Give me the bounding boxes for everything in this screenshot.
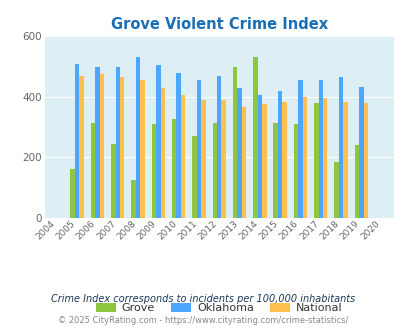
Bar — [232, 67, 237, 218]
Bar — [120, 77, 124, 218]
Bar — [95, 67, 100, 218]
Bar — [277, 91, 282, 218]
Bar — [151, 124, 156, 218]
Bar — [302, 97, 307, 218]
Bar — [131, 180, 135, 218]
Bar — [172, 119, 176, 218]
Bar — [91, 122, 95, 218]
Bar — [358, 87, 363, 218]
Bar — [140, 80, 144, 218]
Bar — [241, 107, 245, 218]
Bar — [70, 169, 75, 218]
Text: © 2025 CityRating.com - https://www.cityrating.com/crime-statistics/: © 2025 CityRating.com - https://www.city… — [58, 316, 347, 325]
Legend: Grove, Oklahoma, National: Grove, Oklahoma, National — [91, 298, 346, 317]
Bar — [322, 98, 326, 218]
Bar — [192, 136, 196, 218]
Bar — [221, 100, 225, 218]
Bar — [181, 95, 185, 218]
Bar — [338, 77, 343, 218]
Bar — [257, 95, 262, 218]
Bar — [115, 67, 120, 218]
Bar — [75, 63, 79, 218]
Bar — [273, 122, 277, 218]
Bar — [293, 124, 297, 218]
Bar — [111, 144, 115, 218]
Bar — [216, 76, 221, 218]
Bar — [354, 145, 358, 218]
Bar — [196, 80, 201, 218]
Bar — [262, 104, 266, 218]
Bar — [176, 73, 181, 218]
Bar — [342, 102, 347, 218]
Bar — [333, 162, 338, 218]
Bar — [79, 76, 83, 218]
Bar — [282, 102, 286, 218]
Bar — [313, 103, 318, 218]
Bar — [156, 65, 160, 218]
Bar — [298, 80, 302, 218]
Bar — [100, 74, 104, 218]
Bar — [363, 103, 367, 218]
Title: Grove Violent Crime Index: Grove Violent Crime Index — [111, 17, 327, 32]
Bar — [237, 88, 241, 218]
Bar — [200, 100, 205, 218]
Bar — [318, 80, 322, 218]
Bar — [212, 122, 216, 218]
Text: Crime Index corresponds to incidents per 100,000 inhabitants: Crime Index corresponds to incidents per… — [51, 294, 354, 304]
Bar — [252, 57, 257, 218]
Bar — [135, 57, 140, 218]
Bar — [160, 88, 164, 218]
